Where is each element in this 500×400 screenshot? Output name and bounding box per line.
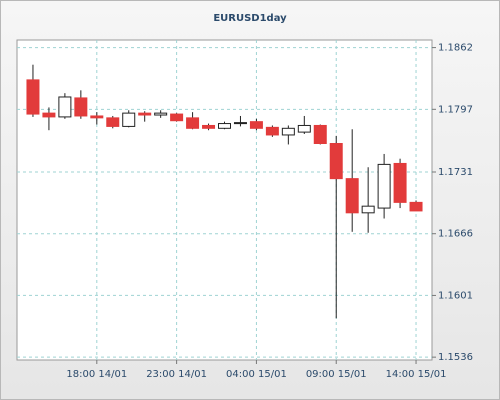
plot-area (16, 39, 433, 361)
y-tick-label: 1.1536 (438, 352, 473, 363)
y-tick-label: 1.1601 (438, 290, 473, 301)
x-tick-label: 09:00 15/01 (306, 369, 367, 380)
y-tick-label: 1.1666 (438, 229, 473, 240)
y-tick-label: 1.1862 (438, 43, 473, 54)
x-tick-label: 04:00 15/01 (226, 369, 287, 380)
chart-title: EURUSD1day (213, 13, 287, 24)
candle-body (249, 121, 263, 129)
candle-body (202, 124, 216, 129)
y-tick-label: 1.1731 (438, 167, 473, 178)
candle-body (186, 117, 200, 129)
candle-body (154, 112, 168, 116)
candle-body (138, 112, 152, 116)
x-tick-label: 18:00 14/01 (66, 369, 127, 380)
candle-body (297, 124, 311, 133)
candle-body (74, 97, 88, 117)
candle-body (377, 163, 391, 209)
x-tick-label: 14:00 15/01 (386, 369, 447, 380)
candle-body (106, 117, 120, 127)
candle-body (122, 112, 136, 127)
candle-body (265, 126, 279, 136)
candle-body (345, 178, 359, 214)
candle-body (58, 96, 72, 118)
x-tick-label: 23:00 14/01 (146, 369, 207, 380)
candle-body (26, 79, 40, 115)
y-tick-label: 1.1797 (438, 104, 473, 115)
candle-body (233, 122, 247, 125)
candle-body (409, 201, 423, 212)
candle-body (393, 162, 407, 203)
candle-body (313, 124, 327, 145)
candle-body (170, 113, 184, 122)
candle-body (329, 143, 343, 180)
candle-body (42, 112, 56, 118)
candle-body (281, 127, 295, 136)
candle-body (218, 123, 231, 129)
candle-body (361, 205, 375, 214)
candle-body (90, 115, 104, 119)
